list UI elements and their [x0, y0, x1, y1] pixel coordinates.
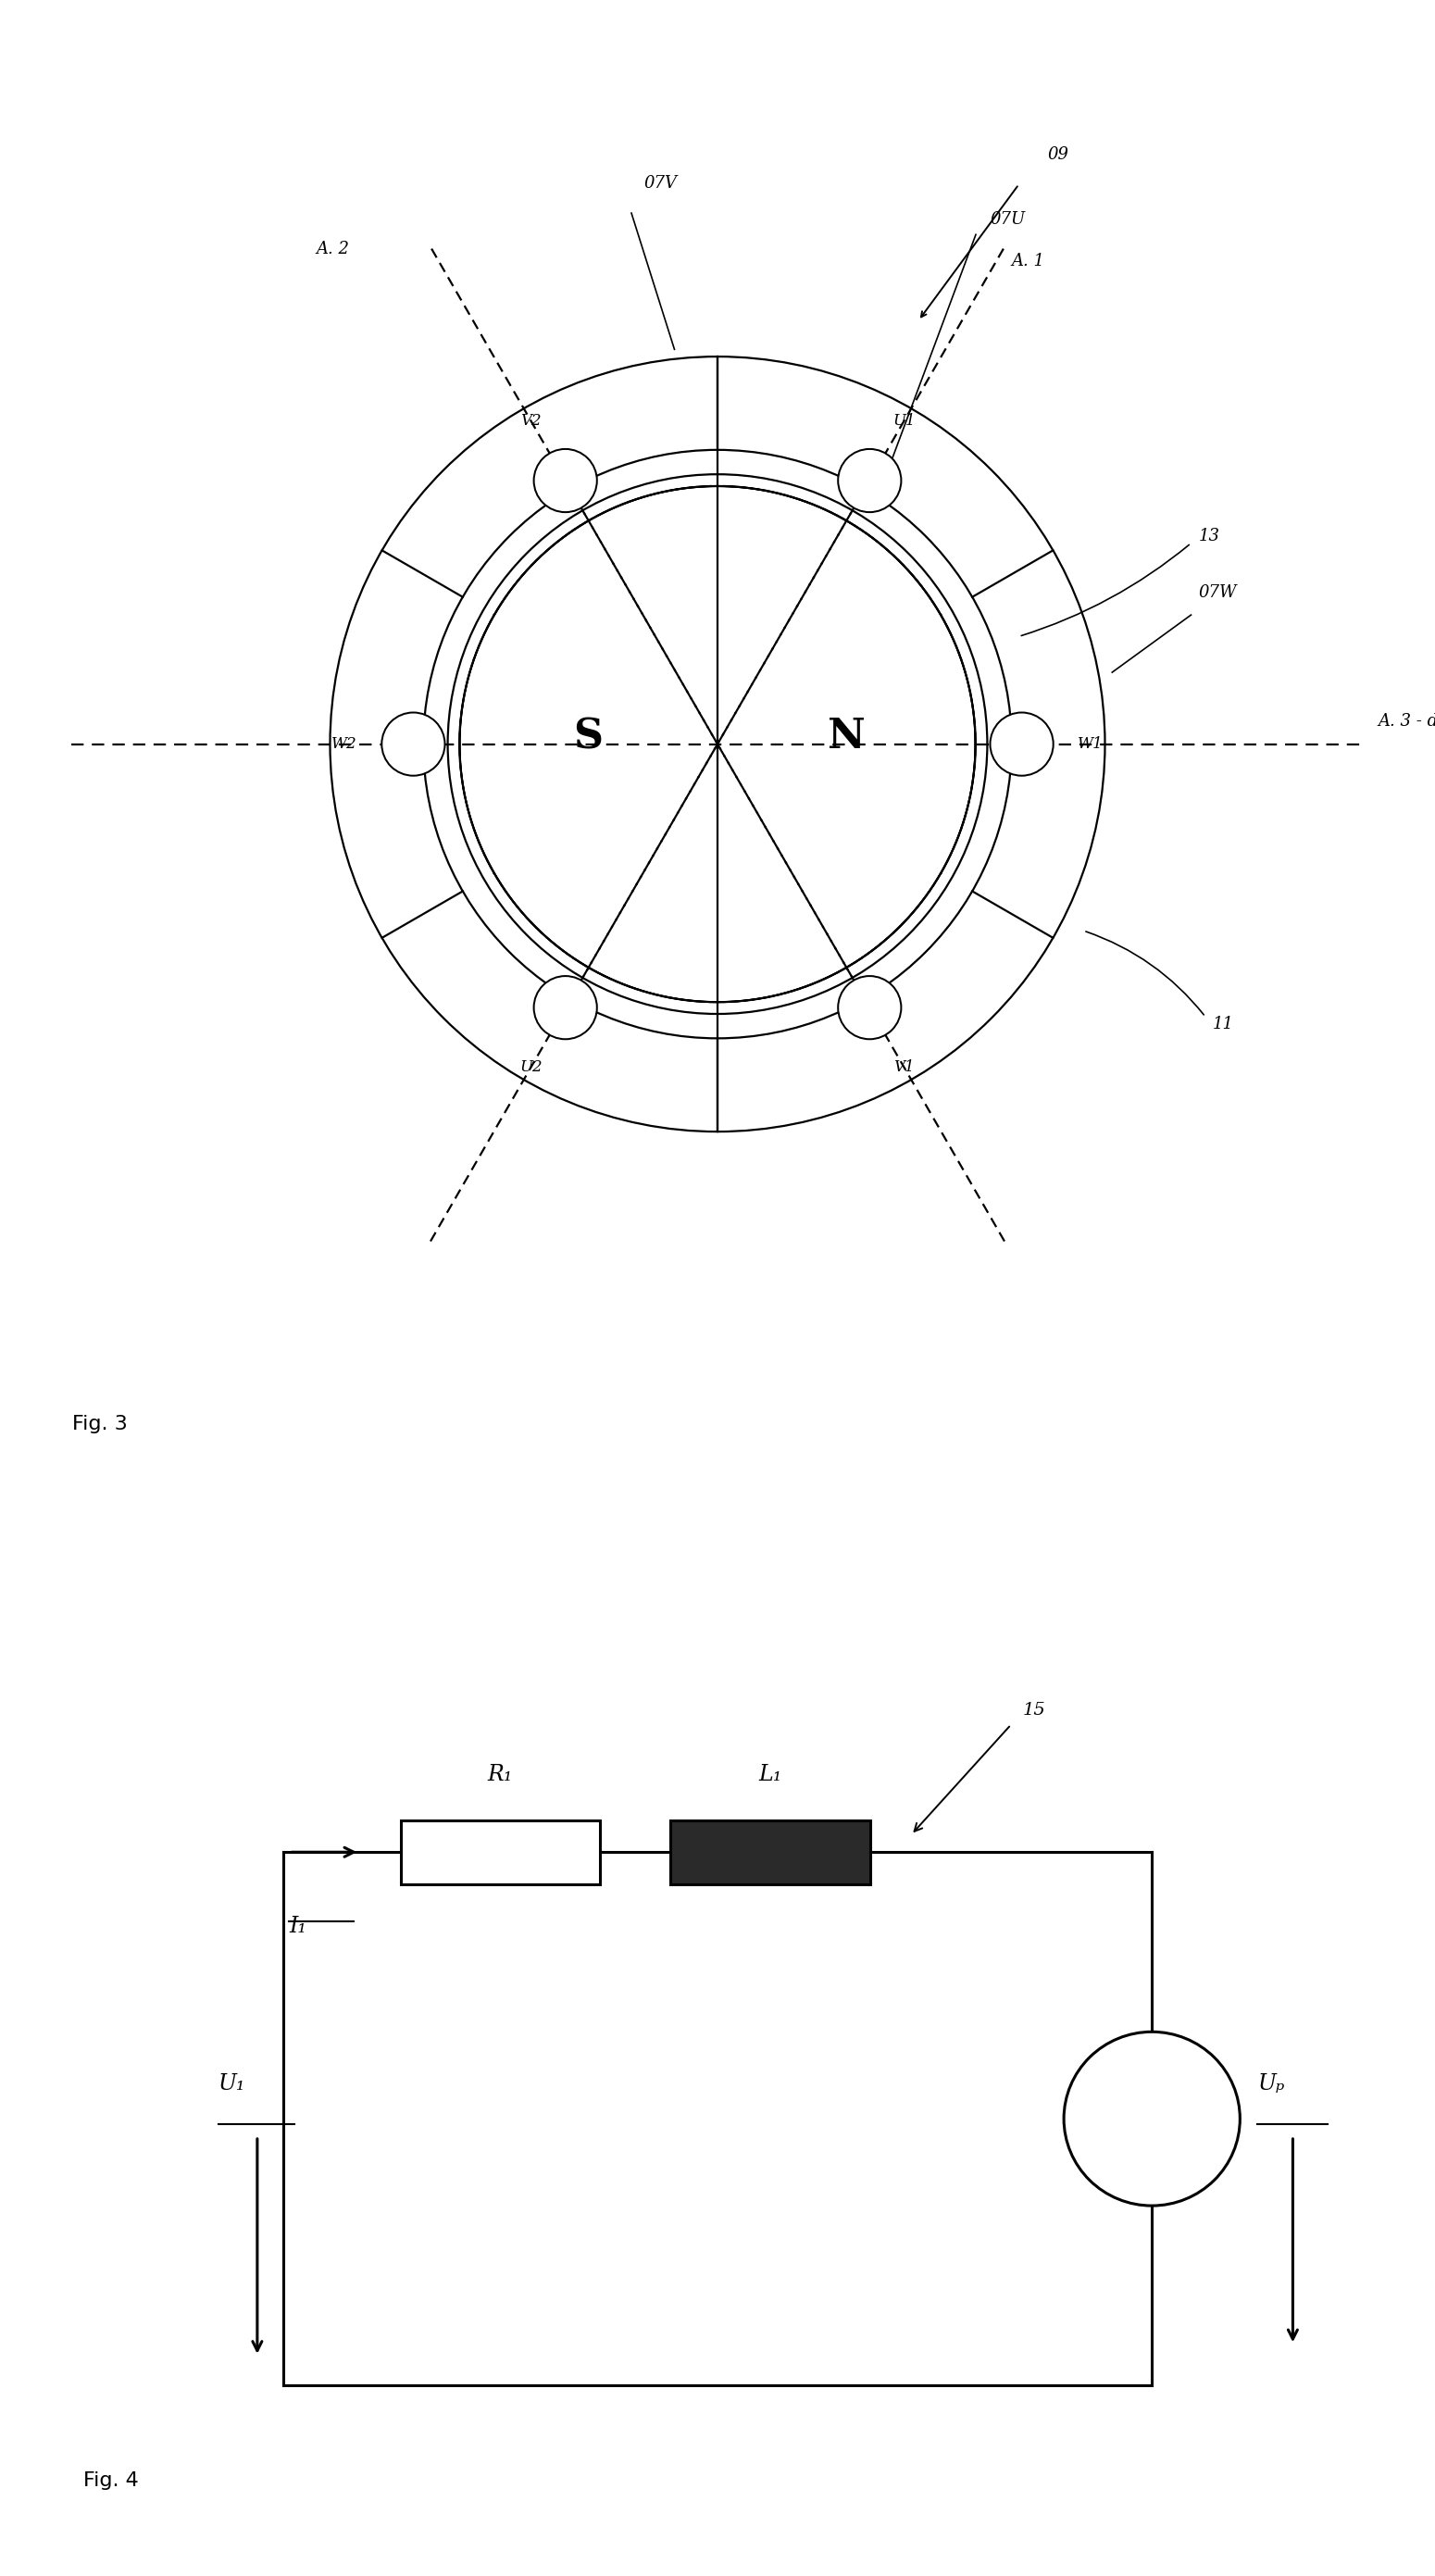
Text: I₁: I₁ — [288, 1917, 307, 1937]
Text: 07W: 07W — [1198, 585, 1237, 600]
Text: 13: 13 — [1198, 528, 1220, 544]
Text: U2: U2 — [519, 1059, 542, 1074]
Text: S: S — [574, 716, 603, 757]
Bar — [400, 1821, 600, 1883]
Circle shape — [838, 976, 901, 1038]
Text: U₁: U₁ — [218, 2074, 245, 2094]
Text: V1: V1 — [894, 1059, 914, 1074]
Text: W1: W1 — [1078, 737, 1104, 752]
Circle shape — [1063, 2032, 1240, 2205]
Text: 07V: 07V — [643, 175, 677, 191]
Circle shape — [990, 714, 1053, 775]
Text: 11: 11 — [1213, 1015, 1234, 1033]
Circle shape — [534, 976, 597, 1038]
Text: 09: 09 — [1048, 147, 1069, 162]
Text: A. 3 - d: A. 3 - d — [1378, 714, 1435, 729]
Text: N: N — [828, 716, 865, 757]
Text: Fig. 3: Fig. 3 — [72, 1414, 128, 1432]
Text: 07U: 07U — [990, 211, 1026, 227]
Text: L₁: L₁ — [759, 1765, 782, 1785]
Text: 15: 15 — [1023, 1703, 1046, 1718]
Text: A. 2: A. 2 — [316, 240, 349, 258]
Text: W2: W2 — [331, 737, 357, 752]
Bar — [670, 1821, 870, 1883]
Text: V2: V2 — [521, 412, 541, 428]
Circle shape — [382, 714, 445, 775]
Text: A. 1: A. 1 — [1012, 252, 1045, 270]
Text: Uₚ: Uₚ — [1257, 2074, 1284, 2094]
Text: R₁: R₁ — [488, 1765, 512, 1785]
Text: Fig. 4: Fig. 4 — [83, 2470, 139, 2488]
Circle shape — [838, 448, 901, 513]
Circle shape — [534, 448, 597, 513]
Text: U1: U1 — [893, 412, 916, 428]
